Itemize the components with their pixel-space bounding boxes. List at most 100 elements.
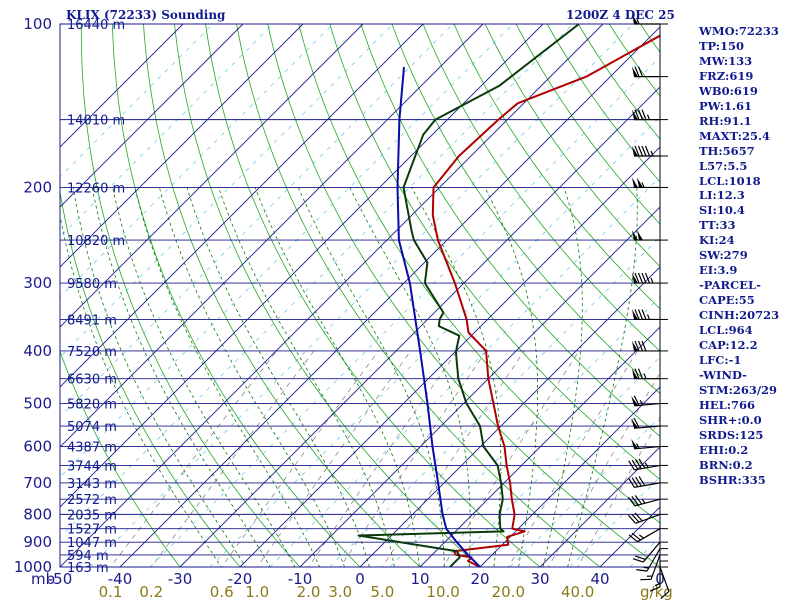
dry-adiabat: [329, 24, 660, 480]
temperature-tick-label: -20: [228, 570, 253, 588]
barb-staff: [650, 554, 661, 580]
isotherm: [60, 24, 244, 208]
height-label: 12260 m: [67, 181, 125, 196]
barb-half: [646, 314, 651, 320]
height-label: 5820 m: [67, 398, 117, 413]
barb-flag: [637, 109, 644, 120]
isotherm-half: [89, 24, 634, 567]
barb-flag: [633, 395, 640, 406]
barb-pennant: [632, 66, 638, 77]
wind-barb: [632, 109, 660, 121]
pressure-tick-label: 1000: [14, 558, 52, 576]
pressure-tick-label: 500: [23, 395, 52, 413]
index-item: WMO:72233: [699, 24, 779, 38]
wind-barb: [631, 395, 661, 407]
parcel-trace: [396, 66, 481, 567]
index-item: CINH:20723: [699, 308, 780, 323]
moist-adiabat: [72, 187, 247, 567]
plot-frame: [59, 23, 661, 568]
wind-barb: [632, 272, 660, 284]
barb-half: [643, 566, 649, 569]
dry-adiabat: [143, 24, 421, 567]
isotherm: [179, 86, 660, 567]
barb-flag: [631, 495, 639, 506]
pressure-tick-label: 900: [23, 533, 52, 551]
mixing-ratio-line: [308, 350, 458, 567]
wind-barb: [628, 476, 661, 488]
isotherm-half: [269, 176, 660, 567]
moist-adiabat: [567, 187, 638, 567]
isotherm-half: [60, 24, 454, 418]
barb-flag: [637, 340, 644, 352]
wind-barb: [632, 368, 660, 380]
barb-half: [641, 182, 645, 188]
index-item: MAXT:25.4: [699, 128, 770, 143]
isotherm: [539, 446, 660, 567]
height-label: 6630 m: [67, 373, 117, 388]
dry-adiabat: [422, 24, 660, 352]
barb-staff: [634, 402, 661, 407]
index-item: PW:1.61: [699, 98, 753, 113]
barb-half: [650, 150, 654, 157]
wind-barb: [631, 439, 661, 450]
isotherm: [419, 326, 660, 567]
index-item: SI:10.4: [699, 203, 745, 218]
index-item: FRZ:619: [699, 68, 754, 83]
mixing-ratio-tick-label: 2.0: [297, 583, 321, 600]
mixing-ratio-line: [150, 350, 315, 567]
mixing-ratio-line: [547, 372, 660, 567]
height-label: 5074 m: [67, 420, 117, 435]
index-item: RH:91.1: [699, 113, 752, 128]
pressure-tick-label: 400: [23, 342, 52, 360]
barb-half: [641, 498, 646, 504]
barb-flag: [634, 368, 640, 379]
mixing-ratio-line: [221, 350, 379, 567]
index-item: SW:279: [699, 248, 748, 263]
height-label: 14010 m: [67, 114, 125, 129]
barb-staff: [646, 548, 661, 572]
height-label: 594 m: [67, 549, 109, 564]
barb-flag: [634, 340, 640, 352]
barb-flag: [627, 514, 637, 524]
dry-adiabat: [60, 350, 181, 567]
barb-pennant: [631, 439, 639, 449]
wind-barb: [631, 417, 661, 429]
moist-adiabat: [186, 187, 370, 567]
wind-barb: [628, 528, 661, 543]
isotherm-half: [149, 56, 660, 567]
dry-adiabat: [111, 24, 361, 567]
barb-flag: [635, 459, 642, 470]
barb-pennant: [637, 177, 643, 188]
barb-flag: [634, 272, 640, 284]
height-label: 10820 m: [67, 234, 125, 249]
temperature-tick-label: -40: [108, 570, 133, 588]
barb-flag: [628, 534, 638, 543]
isotherm: [299, 206, 660, 567]
barb-pennant: [631, 396, 639, 406]
wind-barb: [659, 566, 670, 600]
temperature-tick-label: 0: [355, 570, 365, 588]
moist-adiabat: [411, 187, 502, 567]
barb-flag: [637, 272, 644, 284]
moist-adiabat: [254, 187, 420, 567]
barb-flag: [635, 555, 646, 560]
index-item: -PARCEL-: [699, 278, 761, 293]
barb-half: [638, 534, 644, 539]
pressure-tick-label: 700: [23, 474, 52, 492]
barb-flag: [641, 272, 647, 284]
temperature-trace: [431, 34, 660, 567]
barb-flag: [631, 532, 641, 541]
index-item: LFC:-1: [699, 352, 742, 367]
wind-barb: [627, 495, 661, 507]
index-item: LI:12.3: [699, 188, 745, 203]
sounding-traces: [357, 24, 660, 567]
pressure-tick-label: 200: [23, 178, 52, 196]
barb-half: [646, 575, 653, 577]
index-item: BSHR:335: [699, 472, 766, 487]
wind-barb: [632, 14, 660, 25]
barb-pennant: [632, 273, 638, 284]
barb-flag: [637, 145, 644, 157]
barb-flag: [638, 458, 646, 469]
barb-pennant: [632, 309, 638, 320]
moist-adiabat: [60, 213, 222, 567]
